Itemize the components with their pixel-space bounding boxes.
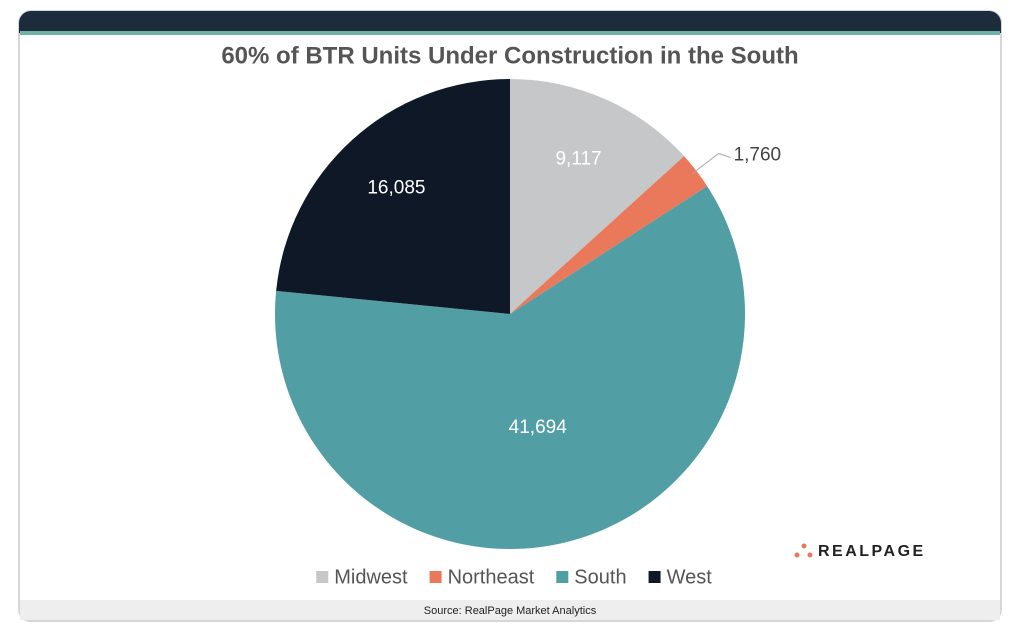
pie-slice	[510, 156, 708, 314]
logo-dot	[801, 543, 807, 549]
pie-slice	[276, 79, 510, 314]
legend-label: Northeast	[448, 566, 535, 588]
legend-swatch	[316, 571, 329, 583]
logo-dot	[807, 552, 813, 558]
data-label: 16,085	[367, 178, 425, 199]
legend-swatch	[648, 571, 661, 583]
pie-slice	[274, 186, 746, 550]
data-label: 1,760	[734, 144, 782, 165]
leader-line	[692, 152, 731, 174]
pie-slice	[510, 79, 685, 314]
data-label: 41,694	[509, 417, 568, 438]
legend-swatch	[556, 571, 569, 583]
legend-swatch	[429, 571, 442, 583]
header-bar	[19, 11, 1001, 33]
legend-label: Midwest	[334, 566, 408, 588]
header-stripe	[20, 31, 1000, 35]
chart-title: 60% of BTR Units Under Construction in t…	[221, 42, 798, 69]
logo-dot	[794, 552, 800, 558]
footer-bar	[20, 600, 1000, 620]
logo: REALPAGE	[794, 543, 926, 560]
data-label: 9,117	[555, 148, 601, 169]
legend-label: West	[667, 566, 713, 588]
legend-label: South	[574, 566, 626, 588]
source: Source: RealPage Market Analytics	[424, 605, 597, 617]
logo-text: REALPAGE	[818, 543, 926, 560]
